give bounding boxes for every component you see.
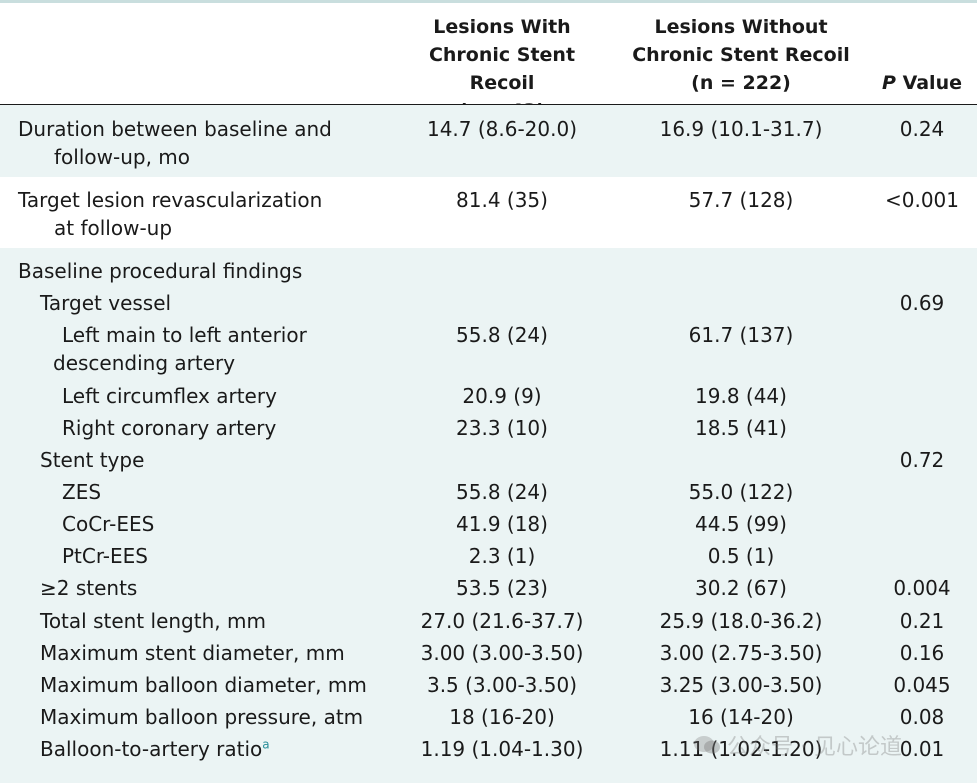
row-label: Total stent length, mm <box>40 607 390 635</box>
with-recoil-cell: 18 (16-20) <box>449 705 555 729</box>
without-recoil-cell: 30.2 (67) <box>695 576 787 600</box>
row-label-line: Balloon-to-artery ratioa <box>40 735 390 763</box>
row-label: Maximum balloon diameter, mm <box>40 671 390 699</box>
without-recoil-cell: 0.5 (1) <box>707 544 775 568</box>
row-label-line: follow-up, mo <box>54 145 191 169</box>
without-recoil-cell: 55.0 (122) <box>688 480 794 504</box>
row-band <box>0 105 977 177</box>
header-col-with-recoil-line2: Chronic Stent Recoil <box>428 44 576 94</box>
without-recoil-cell: 61.7 (137) <box>688 323 794 347</box>
with-recoil-cell: 2.3 (1) <box>468 544 536 568</box>
header-col-without-recoil-line3: (n = 222) <box>691 72 791 94</box>
row-label-line: Maximum balloon diameter, mm <box>40 673 367 697</box>
row-label-line: Maximum balloon pressure, atm <box>40 705 364 729</box>
row-label: Left circumflex artery <box>62 382 412 410</box>
row-label-line: Left main to left anterior <box>62 323 307 347</box>
row-label: Target lesion revascularization at follow… <box>18 186 368 242</box>
with-recoil-cell: 27.0 (21.6-37.7) <box>420 609 584 633</box>
without-recoil-cell: 16.9 (10.1-31.7) <box>659 117 823 141</box>
row-label: Left main to left anterior descending art… <box>53 321 412 377</box>
p-value-cell: 0.69 <box>899 291 945 315</box>
row-label-line: Maximum stent diameter, mm <box>40 641 345 665</box>
without-recoil-cell: 16 (14-20) <box>688 705 794 729</box>
row-label: Target vessel <box>40 289 390 317</box>
with-recoil-cell: 55.8 (24) <box>456 480 548 504</box>
watermark-text: 公众号 · 见心论道 <box>727 735 902 760</box>
row-label-line: descending artery <box>53 351 236 375</box>
top-rule <box>0 0 977 3</box>
p-value-cell: 0.16 <box>899 641 945 665</box>
row-label-line: Right coronary artery <box>62 416 277 440</box>
without-recoil-cell: 18.5 (41) <box>695 416 787 440</box>
row-label-line: ≥2 stents <box>40 576 138 600</box>
with-recoil-cell: 1.19 (1.04-1.30) <box>420 737 584 761</box>
row-band <box>0 248 977 783</box>
header-p-italic: P <box>882 72 896 94</box>
row-label: Maximum stent diameter, mm <box>40 639 390 667</box>
with-recoil-cell: 53.5 (23) <box>456 576 548 600</box>
row-label-line: CoCr-EES <box>62 512 155 536</box>
with-recoil-cell: 14.7 (8.6-20.0) <box>426 117 578 141</box>
p-value-cell: 0.08 <box>899 705 945 729</box>
without-recoil-cell: 1.11 (1.02-1.20) <box>659 737 823 761</box>
p-value-cell: 0.045 <box>893 673 951 697</box>
header-col-p-value: P Value <box>862 69 977 97</box>
without-recoil-cell: 25.9 (18.0-36.2) <box>659 609 823 633</box>
header-col-without-recoil-line2: Chronic Stent Recoil <box>632 44 850 66</box>
row-label-line: Target vessel <box>40 291 172 315</box>
row-label-line: at follow-up <box>54 216 173 240</box>
row-label-line: Total stent length, mm <box>40 609 266 633</box>
row-label: Duration between baseline and follow-up, … <box>18 115 368 171</box>
without-recoil-cell: 19.8 (44) <box>695 384 787 408</box>
row-label: ZES <box>62 478 412 506</box>
row-label: ≥2 stents <box>40 574 390 602</box>
with-recoil-cell: 3.5 (3.00-3.50) <box>426 673 578 697</box>
with-recoil-cell: 81.4 (35) <box>456 188 548 212</box>
row-label: Stent type <box>40 446 390 474</box>
p-value-cell: 0.004 <box>893 576 951 600</box>
p-value-cell: 0.21 <box>899 609 945 633</box>
row-label-line: PtCr-EES <box>62 544 148 568</box>
with-recoil-cell: 3.00 (3.00-3.50) <box>420 641 584 665</box>
row-label: Right coronary artery <box>62 414 412 442</box>
header-p-rest: Value <box>895 72 962 94</box>
header-col-without-recoil: Lesions Without Chronic Stent Recoil (n … <box>621 13 861 97</box>
without-recoil-cell: 3.25 (3.00-3.50) <box>659 673 823 697</box>
row-label: PtCr-EES <box>62 542 412 570</box>
chat-icon <box>694 736 720 754</box>
table-header: Lesions With Chronic Stent Recoil (n = 4… <box>0 0 977 122</box>
row-label-line: Baseline procedural findings <box>18 259 303 283</box>
with-recoil-cell: 41.9 (18) <box>456 512 548 536</box>
row-label-line: Target lesion revascularization <box>18 188 323 212</box>
header-col-with-recoil-line1: Lesions With <box>433 16 571 38</box>
row-label-line: Stent type <box>40 448 145 472</box>
row-label-text: Balloon-to-artery ratio <box>40 737 263 761</box>
p-value-cell: 0.24 <box>899 117 945 141</box>
without-recoil-cell: 44.5 (99) <box>695 512 787 536</box>
footnote-marker[interactable]: a <box>262 737 270 752</box>
with-recoil-cell: 23.3 (10) <box>456 416 548 440</box>
header-col-without-recoil-line1: Lesions Without <box>654 16 828 38</box>
row-label-line: ZES <box>62 480 102 504</box>
without-recoil-cell: 57.7 (128) <box>688 188 794 212</box>
row-label-line: Left circumflex artery <box>62 384 277 408</box>
p-value-cell: 0.72 <box>899 448 945 472</box>
p-value-cell: <0.001 <box>884 188 959 212</box>
row-label: Maximum balloon pressure, atm <box>40 703 390 731</box>
with-recoil-cell: 55.8 (24) <box>456 323 548 347</box>
watermark: 公众号 · 见心论道 <box>693 728 902 762</box>
without-recoil-cell: 3.00 (2.75-3.50) <box>659 641 823 665</box>
row-label: Baseline procedural findings <box>18 257 368 285</box>
row-label-line: Duration between baseline and <box>18 117 332 141</box>
header-rule <box>0 104 977 105</box>
row-label: CoCr-EES <box>62 510 412 538</box>
p-value-cell: 0.01 <box>899 737 945 761</box>
with-recoil-cell: 20.9 (9) <box>462 384 542 408</box>
row-label: Balloon-to-artery ratioa <box>40 735 390 763</box>
